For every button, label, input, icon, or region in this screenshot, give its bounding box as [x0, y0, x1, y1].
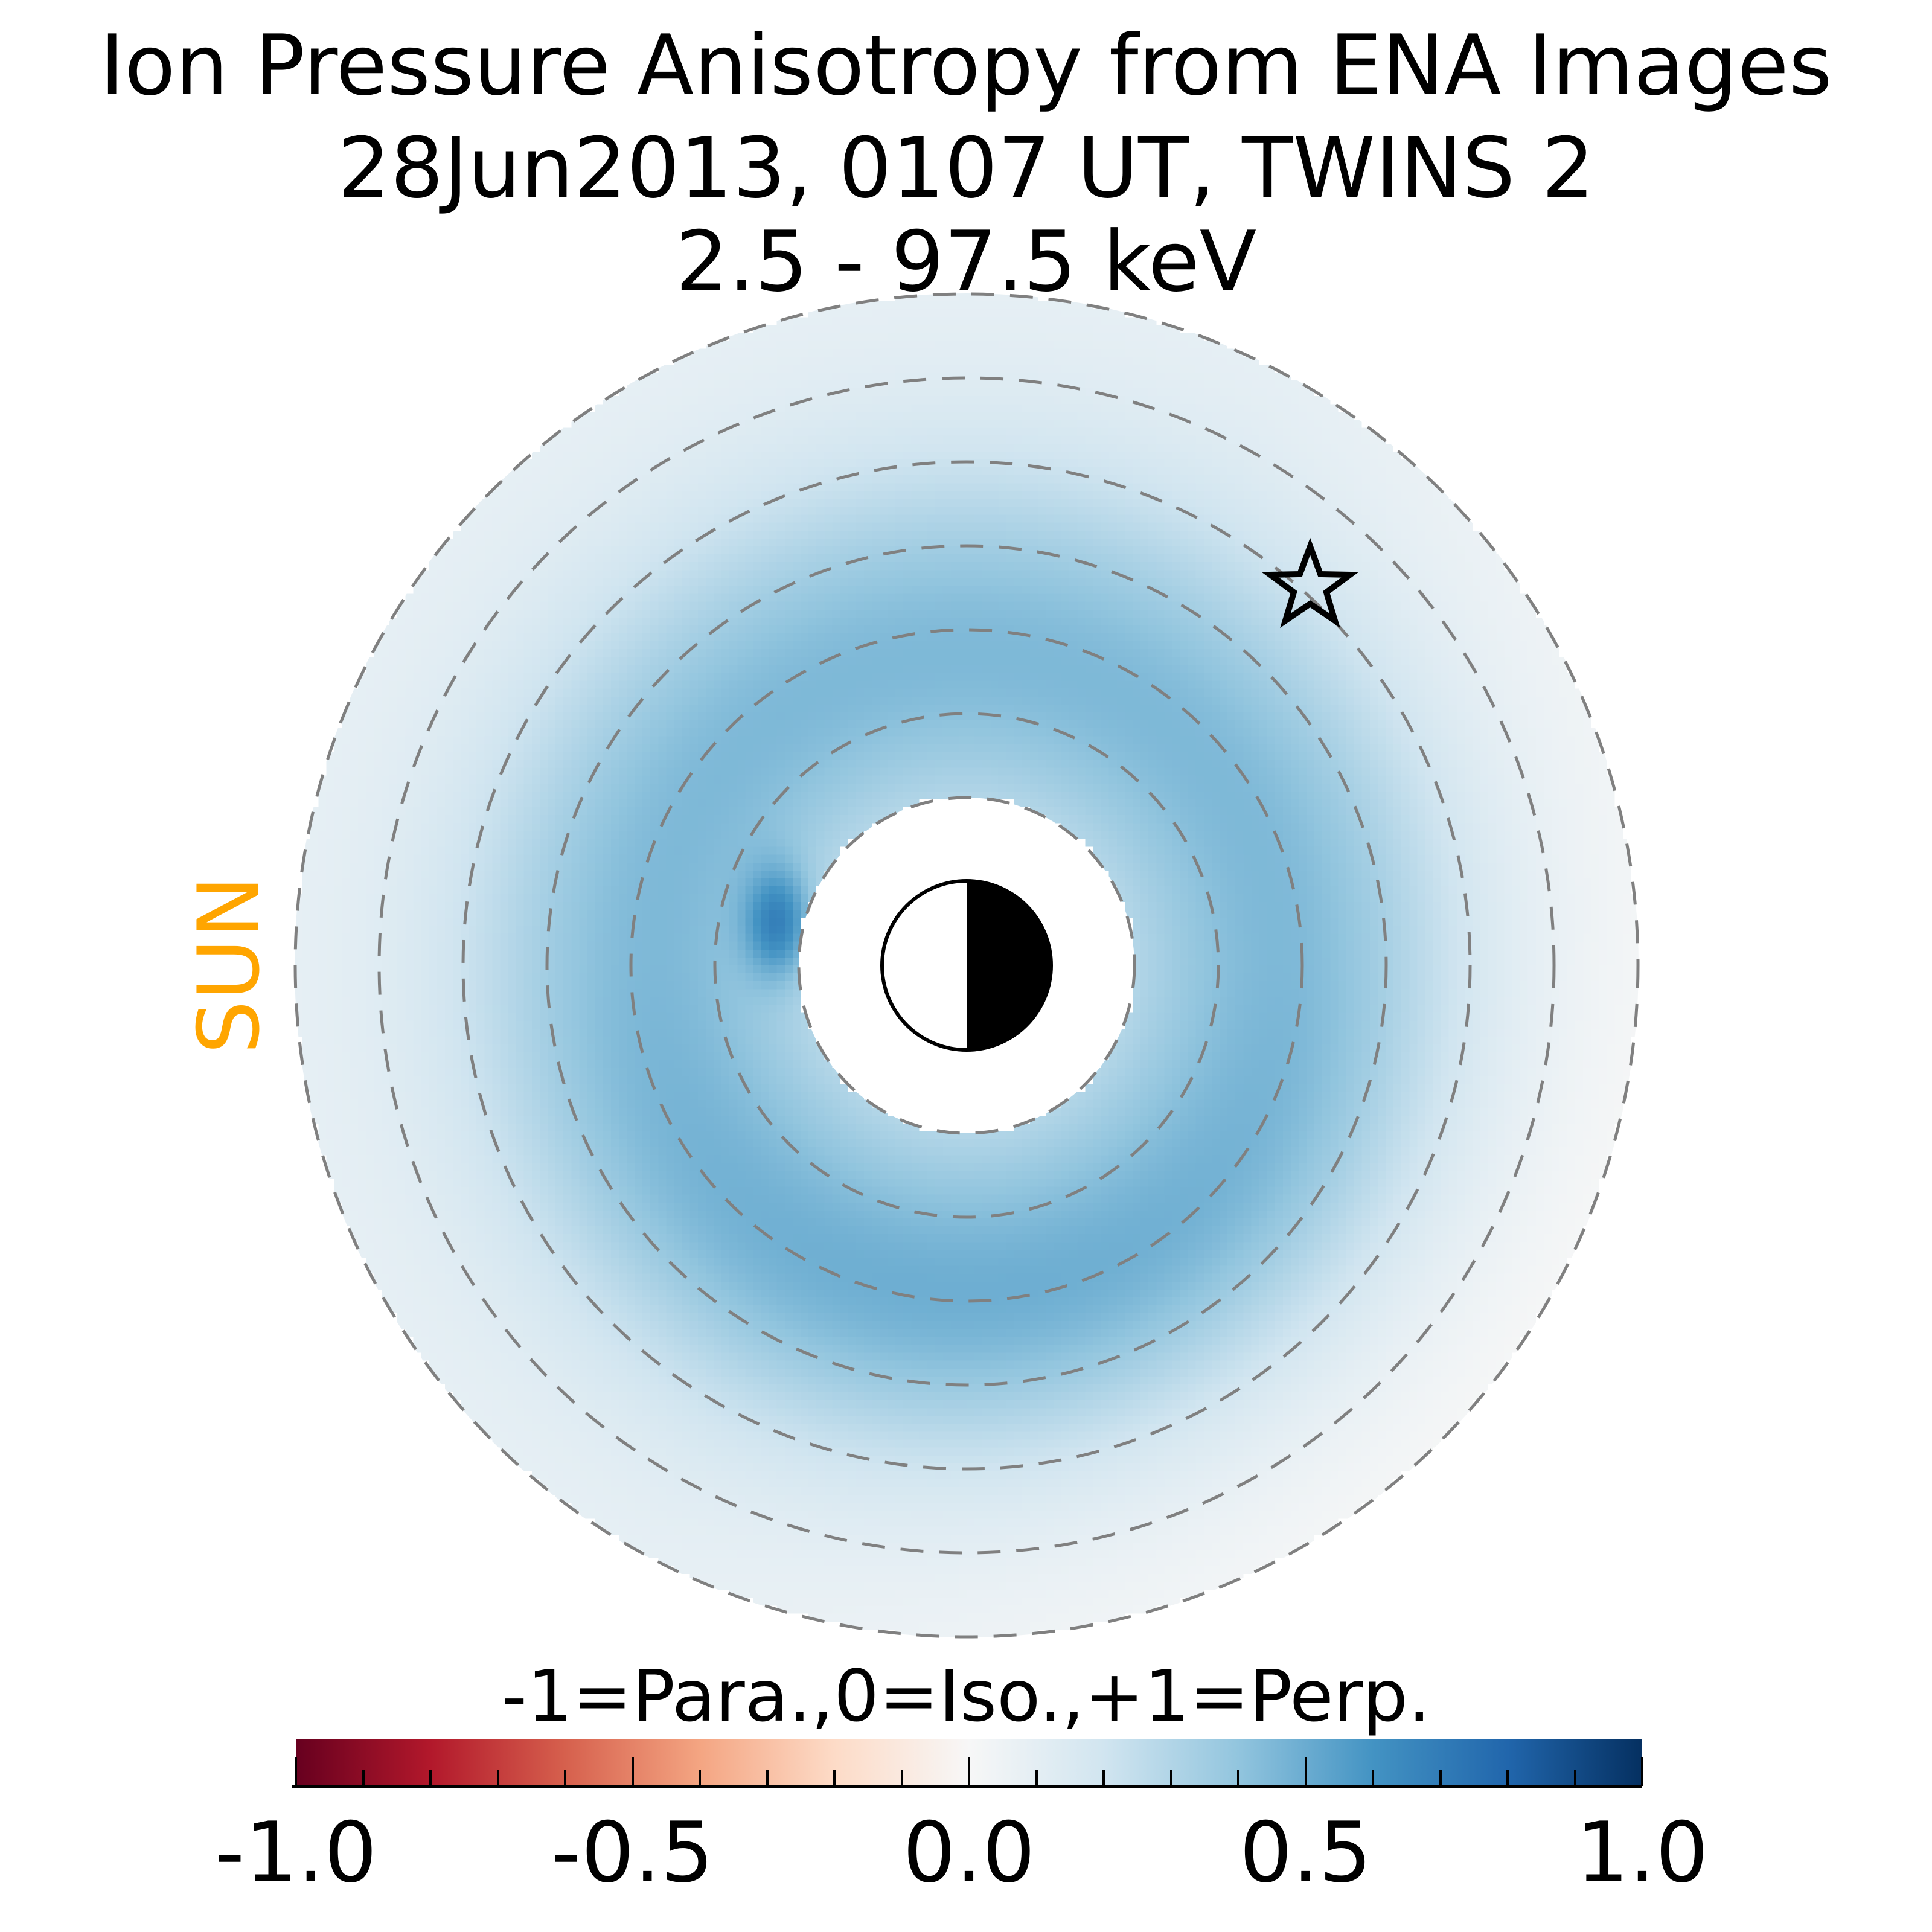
colorbar-minor-tick	[699, 1770, 701, 1786]
colorbar-tick-label: -0.5	[551, 1804, 714, 1901]
colorbar-axis	[292, 1785, 1642, 1788]
colorbar-minor-tick	[766, 1770, 769, 1786]
colorbar-tick-label: 0.0	[903, 1804, 1035, 1901]
range-ring-6re	[461, 460, 1472, 1471]
colorbar-label: -1=Para.,0=Iso.,+1=Perp.	[501, 1654, 1431, 1738]
title-line-1: Ion Pressure Anisotropy from ENA Images	[100, 17, 1832, 114]
colorbar-major-tick	[295, 1757, 297, 1786]
colorbar-major-tick	[1304, 1757, 1307, 1786]
colorbar	[295, 1739, 1643, 1786]
title-line-3: 2.5 - 97.5 keV	[675, 213, 1257, 310]
dashed-range-rings	[293, 292, 1640, 1639]
colorbar-minor-tick	[1506, 1770, 1509, 1786]
range-ring-4re	[629, 628, 1304, 1303]
range-ring-2re	[797, 796, 1136, 1135]
spacecraft-star-icon	[1261, 537, 1359, 629]
sun-direction-label: SUN	[180, 875, 279, 1055]
colorbar-minor-tick	[496, 1770, 499, 1786]
colorbar-tick-label: 0.5	[1239, 1804, 1372, 1901]
colorbar-minor-tick	[900, 1770, 903, 1786]
colorbar-tick-label: -1.0	[214, 1804, 377, 1901]
colorbar-minor-tick	[1035, 1770, 1038, 1786]
colorbar-minor-tick	[1372, 1770, 1374, 1786]
range-ring-5re	[545, 544, 1388, 1387]
colorbar-minor-tick	[362, 1770, 365, 1786]
colorbar-major-tick	[968, 1757, 970, 1786]
colorbar-minor-tick	[1573, 1770, 1576, 1786]
earth-icon	[880, 879, 1053, 1052]
colorbar-minor-tick	[1169, 1770, 1172, 1786]
colorbar-tick-label: 1.0	[1576, 1804, 1709, 1901]
range-ring-8re	[293, 292, 1640, 1639]
colorbar-minor-tick	[429, 1770, 432, 1786]
colorbar-major-tick	[631, 1757, 634, 1786]
colorbar-minor-tick	[833, 1770, 836, 1786]
colorbar-minor-tick	[1237, 1770, 1239, 1786]
title-line-2: 28Jun2013, 0107 UT, TWINS 2	[337, 120, 1595, 217]
range-ring-7re	[377, 376, 1556, 1555]
colorbar-minor-tick	[1439, 1770, 1442, 1786]
colorbar-minor-tick	[564, 1770, 566, 1786]
colorbar-minor-tick	[1102, 1770, 1105, 1786]
range-ring-3re	[713, 712, 1220, 1219]
colorbar-major-tick	[1641, 1757, 1643, 1786]
